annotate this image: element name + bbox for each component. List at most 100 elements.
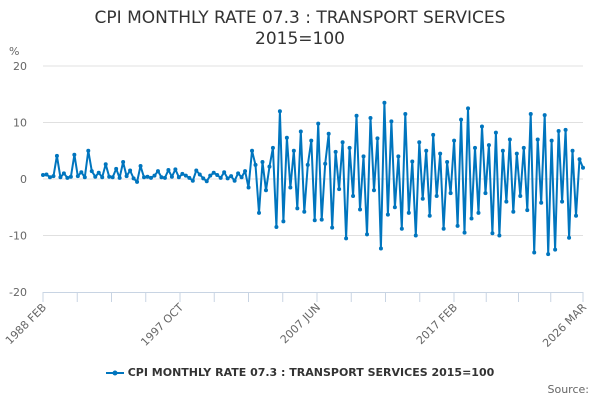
data-point [173,167,178,172]
data-point [399,226,404,231]
data-point [79,170,84,175]
data-point [473,145,477,150]
data-point [194,168,199,173]
data-point [229,174,234,179]
data-point [455,223,460,228]
data-point [208,173,213,178]
data-point [577,157,582,162]
data-point [291,148,296,153]
data-point [190,178,195,183]
data-point [65,175,70,180]
data-point [159,175,164,180]
legend-line-marker-icon [105,370,124,376]
data-point [222,170,227,175]
data-point [86,148,91,153]
data-point [385,212,390,217]
data-point [358,207,363,212]
data-point [51,174,56,179]
data-point [521,145,526,150]
data-point [267,164,272,169]
data-point [466,106,471,111]
data-point [110,175,115,180]
y-tick-label: -20 [9,286,27,299]
data-point [162,175,167,180]
data-point [337,187,342,192]
data-point [371,188,376,193]
data-point [197,172,202,177]
data-point [528,112,533,117]
data-point [138,164,143,169]
data-point [232,178,237,183]
data-point [511,209,516,214]
data-point [479,124,484,129]
x-tick-label: 1988 FEB [3,301,49,347]
data-point [567,235,572,240]
data-point [305,162,310,167]
data-point [58,175,63,180]
data-point [236,171,241,176]
data-point [333,149,338,154]
data-point [121,160,126,165]
data-point [270,145,275,150]
data-point [288,185,293,190]
data-point [469,216,474,221]
y-tick-label: 20 [13,60,27,73]
data-point [149,175,153,180]
data-point [183,173,188,178]
chart-title: CPI MONTHLY RATE 07.3 : TRANSPORT SERVIC… [0,8,600,50]
data-point [142,175,147,180]
data-point [225,176,230,181]
data-point [41,173,45,178]
legend-item[interactable]: CPI MONTHLY RATE 07.3 : TRANSPORT SERVIC… [0,366,600,379]
plot-area: 20 10 0 -10 -20 1988 FEB 1997 OCT 2007 JUN 2017 … [3,60,589,350]
data-point [347,145,352,150]
data-point [298,129,303,134]
data-point [420,196,425,201]
legend-label: CPI MONTHLY RATE 07.3 : TRANSPORT SERVIC… [127,366,495,379]
data-point [500,148,505,153]
data-point [549,138,554,143]
data-point [323,161,328,166]
data-point [326,131,331,136]
data-point [427,213,432,218]
data-point [570,148,575,153]
data-point [114,166,119,171]
data-point [239,175,244,180]
source-label: Source: [547,383,590,396]
data-point [204,179,209,184]
data-point [215,173,220,178]
data-point [539,200,544,205]
x-tick-label: 2007 JUN [278,301,323,346]
data-point [413,233,418,238]
y-tick-label: 0 [20,173,27,186]
y-tick-label: 10 [13,117,27,130]
data-point [169,174,174,179]
data-point [54,153,59,158]
data-point [396,154,401,159]
data-point [434,193,439,198]
data-point [354,113,359,118]
data-point [117,175,122,180]
data-point [295,206,300,211]
data-point [135,179,140,184]
data-point [361,154,366,159]
data-point [581,165,585,170]
data-point [243,169,248,174]
data-point [535,137,540,142]
data-point [525,208,530,213]
data-point [438,151,443,156]
y-tick-label: -10 [9,230,27,243]
data-point [493,130,498,135]
data-point [445,160,450,165]
data-point [574,213,579,218]
data-point [103,162,108,167]
data-point [410,159,415,164]
data-point [152,173,157,178]
data-point [44,172,49,177]
data-point [75,174,80,179]
data-point [319,217,324,222]
data-point [166,167,171,172]
chart-title-line2: 2015=100 [255,29,345,49]
data-point [462,230,467,235]
